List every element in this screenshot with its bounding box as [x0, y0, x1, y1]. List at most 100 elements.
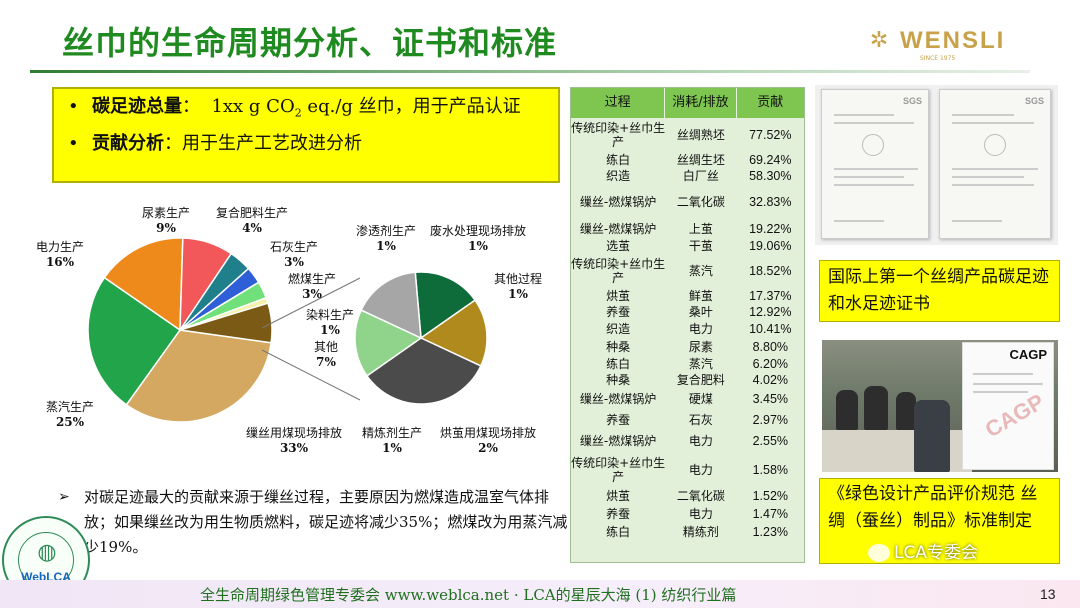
summary-label: 碳足迹总量 [92, 96, 182, 117]
cell-process: 传统印染+丝巾生产 [571, 456, 666, 484]
certificate-photo: SGS SGS [815, 85, 1058, 245]
page-title: 丝巾的生命周期分析、证书和标准 [62, 24, 558, 62]
cell-contribution: 19.22% [749, 222, 792, 236]
cell-contribution: 19.06% [749, 239, 792, 253]
header-item: 消耗/排放 [665, 88, 737, 118]
label-refining-agent: 精炼剂生产 1% [362, 426, 423, 455]
table-row: 练白 蒸汽 6.20% [571, 356, 804, 372]
cell-process: 织造 [606, 169, 631, 183]
pie-charts: 尿素生产 9% 复合肥料生产 4% 电力生产 16% 石灰生产 3% 燃煤生产 3% 染料… [0, 190, 570, 470]
pie-slice [365, 337, 482, 405]
table-row: 练白 精练剂 1.23% [571, 524, 804, 540]
label-other-process: 其他过程 1% [494, 272, 543, 301]
cell-contribution: 10.41% [749, 322, 792, 336]
watermark-text: LCA专委会 [894, 543, 978, 563]
cagp-logo: CAGP [1009, 347, 1047, 362]
cell-item: 丝绸生坯 [676, 153, 725, 167]
table-row: 缫丝-燃煤锅炉 硬煤 3.45% [571, 388, 804, 410]
cell-process: 传统印染+丝巾生产 [571, 121, 666, 149]
pie-connector-line [261, 277, 361, 329]
label-cocoon-drying: 烘茧用煤现场排放 2% [440, 426, 537, 455]
table-row: 烘茧 二氧化碳 1.52% [571, 488, 804, 504]
cell-contribution: 8.80% [752, 340, 789, 354]
cell-contribution: 1.58% [752, 463, 789, 477]
pie-slice [360, 271, 422, 340]
wensli-emblem-icon: ✲ [869, 28, 889, 53]
cell-contribution: 1.23% [752, 525, 789, 539]
cell-process: 织造 [606, 322, 631, 336]
pie-svg [87, 237, 488, 423]
cell-process: 养蚕 [606, 413, 631, 427]
contribution-table: 过程 消耗/排放 贡献 传统印染+丝巾生产 丝绸熟坯 77.52% 练白 丝绸生坯 69.… [570, 87, 805, 563]
standard-document: CAGP CAGP [962, 342, 1054, 470]
header-process: 过程 [571, 88, 666, 118]
cell-process: 种桑 [606, 373, 631, 387]
sgs-logo: SGS [902, 96, 922, 106]
table-row: 养蚕 电力 1.47% [571, 504, 804, 524]
cell-item: 电力 [688, 463, 713, 477]
page-number: 13 [1040, 586, 1056, 602]
cell-process: 烘茧 [606, 289, 631, 303]
summary-value-sub: 2 [294, 106, 302, 120]
cell-item: 蒸汽 [688, 357, 713, 371]
cell-process: 练白 [606, 525, 631, 539]
logo-text: WENSLI [900, 27, 1006, 54]
cell-process: 练白 [606, 357, 631, 371]
table-row: 织造 电力 10.41% [571, 320, 804, 338]
pie-slice [87, 276, 182, 406]
cell-item: 桑叶 [688, 305, 713, 319]
table-row: 选茧 干茧 19.06% [571, 238, 804, 254]
pie-slice [414, 271, 477, 340]
logo-subtitle: SINCE 1975 [920, 55, 956, 62]
wechat-watermark: LCA专委会 [868, 538, 978, 563]
summary-label: 贡献分析 [92, 132, 164, 154]
sgs-logo: SGS [1024, 96, 1044, 106]
bullet: • [68, 132, 79, 154]
cell-item: 二氧化碳 [676, 489, 725, 503]
label-other: 其他 7% [314, 340, 339, 369]
standard-meeting-photo: CAGP CAGP [822, 340, 1058, 472]
cell-item: 丝绸熟坯 [676, 128, 725, 142]
cell-item: 精练剂 [682, 525, 719, 539]
pie-slice [125, 329, 272, 423]
pie-slice [419, 299, 488, 367]
cell-item: 二氧化碳 [676, 195, 725, 209]
cell-item: 白厂丝 [682, 169, 719, 183]
globe-icon: ◍ [37, 540, 57, 565]
table-row: 传统印染+丝巾生产 电力 1.58% [571, 452, 804, 488]
header-contribution: 贡献 [757, 95, 784, 110]
cell-process: 练白 [606, 153, 631, 167]
table-header: 过程 消耗/排放 贡献 [571, 88, 804, 118]
cell-process: 养蚕 [606, 507, 631, 521]
pie-slice [103, 237, 184, 332]
cell-process: 选茧 [606, 239, 631, 253]
cell-process: 烘茧 [606, 489, 631, 503]
table-row: 种桑 复合肥料 4.02% [571, 372, 804, 388]
certificate-caption: 国际上第一个丝绸产品碳足迹和水足迹证书 [819, 260, 1060, 322]
cell-process: 传统印染+丝巾生产 [571, 257, 666, 285]
label-dye: 染料生产 1% [306, 308, 355, 337]
cell-item: 电力 [688, 507, 713, 521]
label-reeling-coal: 缫丝用煤现场排放 33% [246, 426, 343, 455]
footer-bar [0, 580, 1080, 608]
cell-item: 电力 [688, 434, 713, 448]
table-row: 烘茧 鲜茧 17.37% [571, 288, 804, 304]
cell-process: 种桑 [606, 340, 631, 354]
label-urea: 尿素生产 9% [142, 206, 191, 235]
cell-contribution: 17.37% [749, 289, 792, 303]
table-body: 传统印染+丝巾生产 丝绸熟坯 77.52% 练白 丝绸生坯 69.24% 织造 白厂丝 58.3… [571, 118, 804, 540]
summary-sep: ： [182, 96, 200, 117]
summary-box: • 碳足迹总量： 1xx g CO2 eq./g 丝巾，用于产品认证 • 贡献分… [52, 87, 560, 183]
cell-item: 硬煤 [688, 392, 713, 406]
standard-caption: 《绿色设计产品评价规范 丝绸（蚕丝）制品》标准制定 [819, 478, 1060, 564]
label-power: 电力生产 16% [36, 240, 85, 269]
title-divider [30, 70, 1030, 73]
table-row: 传统印染+丝巾生产 丝绸熟坯 77.52% [571, 118, 804, 152]
cell-contribution: 18.52% [749, 264, 792, 278]
cell-item: 电力 [688, 322, 713, 336]
table-row: 养蚕 石灰 2.97% [571, 410, 804, 430]
wensli-logo: ✲ WENSLI [866, 26, 1036, 56]
label-coal: 燃煤生产 3% [288, 272, 337, 301]
cell-item: 干茧 [688, 239, 713, 253]
cell-process: 缫丝-燃煤锅炉 [579, 434, 657, 448]
